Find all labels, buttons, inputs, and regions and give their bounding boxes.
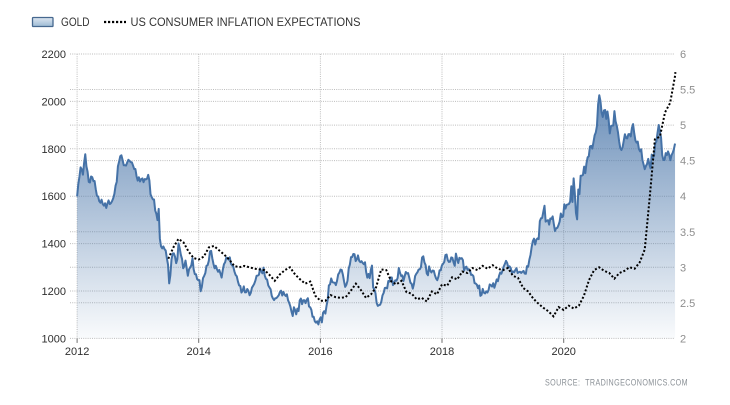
svg-text:5: 5 [680, 120, 686, 132]
svg-text:2000: 2000 [42, 96, 66, 108]
svg-text:2.5: 2.5 [680, 298, 695, 310]
svg-text:2200: 2200 [42, 49, 66, 61]
svg-text:3.5: 3.5 [680, 227, 695, 239]
svg-text:2020: 2020 [551, 346, 575, 358]
svg-text:US CONSUMER INFLATION EXPECTAT: US CONSUMER INFLATION EXPECTATIONS [131, 15, 361, 29]
svg-text:2014: 2014 [186, 346, 210, 358]
svg-text:SOURCE: TRADINGECONOMICS.COM: SOURCE: TRADINGECONOMICS.COM [545, 378, 688, 388]
svg-text:2: 2 [680, 333, 686, 345]
svg-text:GOLD: GOLD [61, 15, 90, 29]
svg-text:2016: 2016 [308, 346, 332, 358]
svg-text:1600: 1600 [42, 191, 66, 203]
svg-text:4.5: 4.5 [680, 156, 695, 168]
svg-text:6: 6 [680, 49, 686, 61]
svg-text:2018: 2018 [430, 346, 454, 358]
svg-text:1400: 1400 [42, 239, 66, 251]
svg-text:5.5: 5.5 [680, 85, 695, 97]
svg-text:1000: 1000 [42, 333, 66, 345]
svg-text:1200: 1200 [42, 286, 66, 298]
svg-text:2012: 2012 [65, 346, 89, 358]
svg-text:3: 3 [680, 262, 686, 274]
svg-text:4: 4 [680, 191, 686, 203]
svg-text:1800: 1800 [42, 144, 66, 156]
